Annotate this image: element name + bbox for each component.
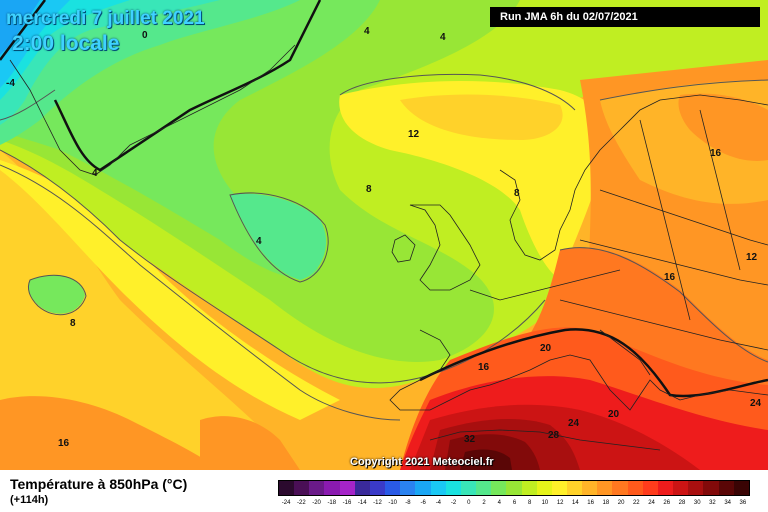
contour-label: 12 xyxy=(408,129,420,140)
legend-tick-label: -24 xyxy=(281,500,291,506)
legend-swatch xyxy=(430,481,446,495)
copyright-text: Copyright 2021 Meteociel.fr xyxy=(350,456,494,468)
legend-swatch xyxy=(324,481,340,495)
legend-swatch xyxy=(597,481,613,495)
legend-tick-label: 34 xyxy=(724,500,731,506)
contour-label: 24 xyxy=(568,418,580,429)
contour-label: -4 xyxy=(6,78,15,89)
legend-swatch xyxy=(536,481,552,495)
contour-label: 4 xyxy=(364,26,370,37)
legend-tick-label: 6 xyxy=(512,500,517,506)
legend-tick-label: 0 xyxy=(467,500,471,506)
contour-label: 28 xyxy=(548,430,560,441)
legend-tick-label: -18 xyxy=(327,500,337,506)
legend-tick-label: -16 xyxy=(342,500,352,506)
time-title: 2:00 locale xyxy=(12,32,120,55)
contour-label: 8 xyxy=(70,318,76,329)
legend-swatch xyxy=(627,481,643,495)
legend-swatch xyxy=(445,481,461,495)
legend-swatch xyxy=(415,481,431,495)
contour-label: 16 xyxy=(58,438,70,449)
legend-tick-label: 4 xyxy=(497,500,501,506)
legend-tick-label: -6 xyxy=(420,500,426,506)
parameter-title: Température à 850hPa (°C) xyxy=(10,476,188,492)
legend-swatch xyxy=(339,481,355,495)
footer-legend-area: Température à 850hPa (°C) (+114h) -24 -22… xyxy=(0,470,768,512)
legend-tick-label: 16 xyxy=(587,500,594,506)
color-scale-bar xyxy=(278,480,750,496)
legend-swatch xyxy=(400,481,416,495)
contour-label: 20 xyxy=(540,343,552,354)
contour-label: 24 xyxy=(750,398,762,409)
legend-swatch xyxy=(566,481,583,495)
legend-tick-label: 30 xyxy=(693,500,701,506)
legend-tick-label: 20 xyxy=(617,500,625,506)
legend-tick-label: 18 xyxy=(602,500,610,506)
legend-tick-label: -2 xyxy=(450,500,457,506)
temperature-map: 0 -4 4 4 4 4 8 8 8 12 12 16 16 16 16 20 20 24 24 28 32 xyxy=(0,0,768,470)
legend-swatch xyxy=(460,481,477,495)
legend-swatch xyxy=(612,481,628,495)
legend-swatch xyxy=(551,481,567,495)
contour-label: 8 xyxy=(366,184,372,195)
legend-tick-label: 24 xyxy=(648,500,655,506)
legend-tick-label: 14 xyxy=(572,500,579,506)
legend-tick-label: -14 xyxy=(357,500,367,506)
legend-tick-label: 2 xyxy=(482,500,486,506)
date-title: mercredi 7 juillet 2021 xyxy=(6,8,205,29)
legend-swatch xyxy=(385,481,401,495)
legend-swatch xyxy=(491,481,507,495)
legend-tick-label: 32 xyxy=(709,500,716,506)
legend-swatch xyxy=(657,481,674,495)
legend-swatch xyxy=(703,481,719,495)
legend-swatch xyxy=(476,481,492,495)
contour-label: 20 xyxy=(608,409,620,420)
legend-swatch xyxy=(733,481,749,495)
legend-swatch xyxy=(673,481,689,495)
contour-label: 32 xyxy=(464,434,476,445)
legend-swatch xyxy=(279,481,295,495)
legend-tick-label: 8 xyxy=(528,500,532,506)
legend-swatch xyxy=(642,481,658,495)
model-run-badge: Run JMA 6h du 02/07/2021 xyxy=(490,7,760,27)
contour-label: 16 xyxy=(710,148,722,159)
legend-tick-label: 36 xyxy=(739,500,747,506)
contour-label: 4 xyxy=(92,168,98,179)
color-scale-labels: -24 -22 -20 -18 -16 -14 -12 -10 -8 -6 -4 -2 0 2 4 6 8 10 1… xyxy=(278,500,750,510)
contour-label: 12 xyxy=(746,252,758,263)
contour-label: 0 xyxy=(142,30,148,41)
legend-tick-label: 26 xyxy=(663,500,671,506)
contour-label: 16 xyxy=(478,362,490,373)
legend-swatch xyxy=(521,481,537,495)
legend-tick-label: -8 xyxy=(405,500,411,506)
legend-swatch xyxy=(294,481,310,495)
legend-tick-label: -22 xyxy=(296,500,306,506)
legend-tick-label: -12 xyxy=(373,500,382,506)
legend-tick-label: 10 xyxy=(541,500,549,506)
legend-tick-label: 22 xyxy=(632,500,640,506)
legend-tick-label: -10 xyxy=(388,500,398,506)
legend-tick-label: -4 xyxy=(435,500,442,506)
legend-swatch xyxy=(582,481,598,495)
legend-swatch xyxy=(354,481,370,495)
contour-label: 4 xyxy=(440,32,446,43)
legend-tick-label: 28 xyxy=(678,500,686,506)
legend-swatch xyxy=(718,481,734,495)
legend-tick-label: -20 xyxy=(312,500,321,506)
legend-swatch xyxy=(369,481,386,495)
forecast-hour: (+114h) xyxy=(10,494,49,506)
legend-swatch xyxy=(688,481,704,495)
contour-label: 4 xyxy=(256,236,262,247)
legend-tick-label: 12 xyxy=(556,500,564,506)
legend-swatch xyxy=(506,481,522,495)
contour-label: 8 xyxy=(514,188,520,199)
contour-label: 16 xyxy=(664,272,676,283)
legend-swatch xyxy=(309,481,325,495)
